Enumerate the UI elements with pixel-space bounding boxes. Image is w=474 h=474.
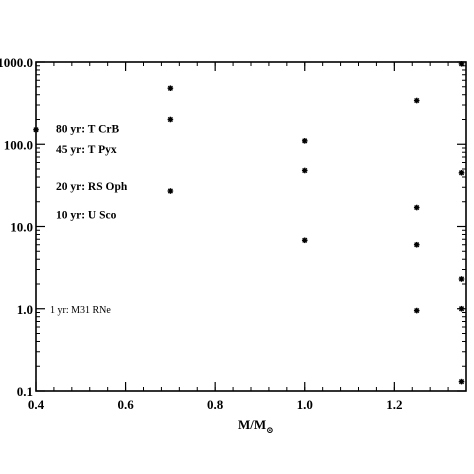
y-tick-labels: 0.1 1.0 10.0 100.0 1000.0	[0, 55, 33, 399]
data-point-stroke	[458, 306, 465, 312]
x-axis-title: M/M⊙	[238, 417, 274, 435]
plot-frame	[35, 61, 467, 392]
data-point-stroke	[302, 138, 308, 144]
y-tick-label: 0.1	[17, 384, 33, 399]
data-point-stroke	[414, 307, 420, 314]
data-point-stroke	[414, 97, 420, 104]
x-tick-label: 0.6	[117, 397, 134, 412]
data-point-stroke	[167, 116, 173, 123]
data-point	[301, 167, 308, 174]
data-point	[458, 169, 465, 176]
annotation-label: 45 yr: T Pyx	[56, 144, 117, 156]
data-point	[458, 305, 465, 312]
data-point	[458, 276, 465, 282]
data-point	[301, 237, 308, 244]
data-point	[413, 241, 420, 248]
data-point	[413, 307, 420, 314]
x-tick-labels: 0.4 0.6 0.8 1.0 1.2	[28, 397, 403, 412]
annotation-label: 20 yr: RS Oph	[56, 181, 128, 193]
x-tick-label: 0.8	[207, 397, 224, 412]
annotations: 80 yr: T CrB 45 yr: T Pyx 20 yr: RS Oph 10 …	[50, 124, 128, 316]
data-point	[458, 378, 465, 385]
data-point-stroke	[414, 242, 420, 248]
data-point	[167, 116, 174, 123]
axis-ticks	[35, 61, 467, 392]
data-point	[33, 126, 39, 133]
data-point-stroke	[458, 170, 465, 176]
data-point-stroke	[458, 379, 465, 385]
data-point-stroke	[167, 188, 173, 194]
y-tick-label: 1.0	[17, 302, 33, 317]
annotation-label: 80 yr: T CrB	[56, 124, 119, 136]
x-tick-label: 1.0	[297, 397, 313, 412]
data-point	[167, 85, 174, 92]
x-tick-label: 1.2	[386, 397, 402, 412]
data-point-stroke	[458, 61, 465, 67]
annotation-label: 10 yr: U Sco	[56, 209, 117, 221]
data-point	[413, 204, 420, 211]
x-axis-title-sub: ⊙	[266, 425, 274, 435]
annotation-label: 1 yr: M31 RNe	[50, 305, 111, 316]
data-point-stroke	[167, 85, 173, 91]
data-point	[301, 138, 308, 144]
y-tick-label: 1000.0	[0, 55, 33, 70]
data-points	[33, 61, 465, 385]
y-tick-label: 10.0	[10, 220, 33, 235]
data-point-stroke	[414, 204, 420, 211]
x-axis-title-main: M/M	[238, 417, 266, 432]
data-point-stroke	[302, 167, 308, 174]
data-point-stroke	[302, 237, 308, 243]
y-tick-label: 100.0	[4, 137, 33, 152]
data-point-stroke	[458, 276, 465, 282]
data-point	[167, 188, 174, 194]
data-point	[413, 97, 420, 104]
x-tick-label: 0.4	[28, 397, 45, 412]
data-point	[458, 61, 465, 67]
data-point-stroke	[33, 127, 39, 133]
